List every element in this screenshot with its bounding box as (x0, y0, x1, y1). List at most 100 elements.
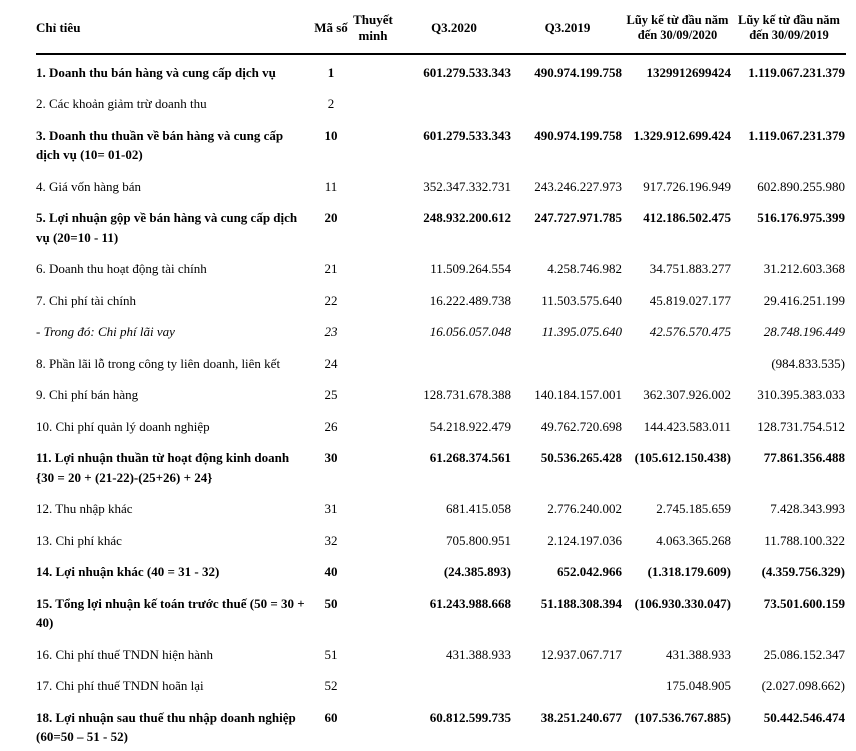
header-code: Mã số (312, 6, 350, 55)
row-ytd-2019-value: 73.501.600.159 (763, 595, 845, 611)
row-criteria-label: - Trong đó: Chi phí lãi vay (36, 324, 175, 339)
table-row: 13. Chi phí khác 32 705.800.951 2.124.19… (36, 523, 846, 555)
row-q3-2020-value: 681.415.058 (446, 501, 511, 516)
row-criteria-label: 10. Chi phí quản lý doanh nghiệp (36, 418, 210, 434)
row-code-value: 32 (324, 532, 338, 548)
row-ytd-2020-value: 175.048.905 (666, 678, 731, 693)
row-note-value (350, 668, 396, 700)
row-code-value: 10 (324, 127, 338, 143)
row-q3-2020-value: 128.731.678.388 (423, 387, 511, 402)
row-note-value (350, 200, 396, 251)
row-criteria-label: 5. Lợi nhuận gộp về bán hàng và cung cấp… (36, 210, 298, 245)
row-code-value: 51 (324, 646, 338, 662)
row-q3-2020-value (396, 668, 512, 700)
row-ytd-2020-value: (105.612.150.438) (634, 450, 731, 465)
row-criteria-label: 16. Chi phí thuế TNDN hiện hành (36, 646, 214, 662)
row-criteria-label: 4. Giá vốn hàng bán (36, 178, 142, 194)
row-ytd-2019-value: 310.395.383.033 (757, 387, 845, 402)
row-ytd-2020-value: 42.576.570.475 (649, 324, 731, 339)
row-ytd-2020-value: 1.329.912.699.424 (633, 127, 732, 143)
row-note-value (350, 86, 396, 118)
row-code-value: 24 (324, 355, 338, 371)
row-q3-2019-value: 140.184.157.001 (534, 387, 622, 402)
row-code-value: 1 (327, 64, 335, 80)
table-row: 4. Giá vốn hàng bán 11 352.347.332.731 2… (36, 169, 846, 201)
row-code-value: 31 (324, 501, 338, 516)
row-code-value: 52 (324, 678, 338, 693)
table-row: 1. Doanh thu bán hàng và cung cấp dịch v… (36, 54, 846, 87)
row-code-value: 40 (324, 564, 338, 579)
row-ytd-2019-value: 128.731.754.512 (757, 418, 845, 434)
header-note: Thuyết minh (350, 6, 396, 55)
row-ytd-2020-value: 4.063.365.268 (656, 532, 731, 548)
table-row: 6. Doanh thu hoạt động tài chính 21 11.5… (36, 251, 846, 283)
row-q3-2020-value: 11.509.264.554 (430, 261, 511, 276)
income-statement-table: Chỉ tiêu Mã số Thuyết minh Q3.2020 Q3.20… (36, 6, 846, 751)
row-note-value (350, 251, 396, 283)
row-q3-2020-value: 431.388.933 (446, 646, 511, 662)
row-criteria-label: 9. Chi phí bán hàng (36, 387, 139, 402)
row-ytd-2020-value (623, 86, 732, 118)
row-note-value (350, 346, 396, 378)
table-row: 18. Lợi nhuận sau thuế thu nhập doanh ng… (36, 700, 846, 751)
row-ytd-2019-value: 25.086.152.347 (763, 646, 845, 662)
row-criteria-label: 12. Thu nhập khác (36, 501, 133, 516)
row-ytd-2019-value: 28.748.196.449 (763, 324, 845, 339)
row-note-value (350, 554, 396, 586)
row-note-value (350, 586, 396, 637)
row-ytd-2020-value: 2.745.185.659 (656, 501, 731, 516)
row-note-value (350, 169, 396, 201)
table-row: 7. Chi phí tài chính 22 16.222.489.738 1… (36, 283, 846, 315)
row-criteria-label: 17. Chi phí thuế TNDN hoãn lại (36, 678, 204, 693)
row-criteria-label: 7. Chi phí tài chính (36, 292, 137, 308)
row-ytd-2019-value: 1.119.067.231.379 (748, 64, 845, 80)
table-row: 16. Chi phí thuế TNDN hiện hành 51 431.3… (36, 637, 846, 669)
row-ytd-2019-value: (4.359.756.329) (761, 564, 845, 579)
row-ytd-2020-value: 45.819.027.177 (649, 292, 731, 308)
table-row: 2. Các khoản giảm trừ doanh thu 2 (36, 86, 846, 118)
row-ytd-2019-value: (2.027.098.662) (761, 678, 845, 693)
row-ytd-2020-value: (1.318.179.609) (647, 564, 731, 579)
row-note-value (350, 637, 396, 669)
table-row: 5. Lợi nhuận gộp về bán hàng và cung cấp… (36, 200, 846, 251)
header-criteria: Chỉ tiêu (36, 6, 312, 55)
table-row: 11. Lợi nhuận thuần từ hoạt động kinh do… (36, 440, 846, 491)
table-row: 14. Lợi nhuận khác (40 = 31 - 32) 40 (24… (36, 554, 846, 586)
row-q3-2020-value: 16.222.489.738 (429, 292, 511, 308)
row-q3-2020-value: 601.279.533.343 (423, 127, 511, 143)
row-q3-2019-value: 2.124.197.036 (547, 532, 622, 548)
row-q3-2019-value: 11.395.075.640 (541, 324, 622, 339)
row-q3-2020-value: 54.218.922.479 (429, 418, 511, 434)
row-note-value (350, 118, 396, 169)
row-code-value: 60 (324, 709, 338, 725)
header-q3-2020: Q3.2020 (396, 6, 512, 55)
row-q3-2019-value (512, 668, 623, 700)
row-ytd-2019-value: 602.890.255.980 (757, 178, 845, 194)
row-ytd-2019-value: 516.176.975.399 (757, 210, 845, 225)
row-q3-2020-value (396, 86, 512, 118)
row-ytd-2020-value: (106.930.330.047) (634, 595, 731, 611)
row-note-value (350, 283, 396, 315)
row-criteria-label: 3. Doanh thu thuần về bán hàng và cung c… (36, 127, 284, 163)
row-ytd-2020-value (623, 346, 732, 378)
table-row: 3. Doanh thu thuần về bán hàng và cung c… (36, 118, 846, 169)
row-note-value (350, 377, 396, 409)
row-ytd-2019-value: 29.416.251.199 (763, 292, 845, 308)
row-note-value (350, 409, 396, 441)
row-ytd-2020-value: 144.423.583.011 (643, 418, 731, 434)
row-code-value: 23 (324, 324, 338, 339)
row-q3-2020-value: (24.385.893) (443, 564, 511, 579)
row-code-value: 25 (324, 387, 338, 402)
row-code-value: 20 (324, 210, 338, 225)
row-criteria-label: 6. Doanh thu hoạt động tài chính (36, 261, 207, 276)
row-criteria-label: 1. Doanh thu bán hàng và cung cấp dịch v… (36, 64, 276, 80)
row-criteria-label: 11. Lợi nhuận thuần từ hoạt động kinh do… (36, 450, 290, 485)
row-code-value: 2 (327, 96, 335, 111)
row-ytd-2020-value: 362.307.926.002 (643, 387, 731, 402)
row-q3-2020-value: 705.800.951 (446, 532, 511, 548)
header-ytd-2020: Lũy kế từ đầu năm đến 30/09/2020 (623, 6, 732, 55)
row-q3-2019-value: 4.258.746.982 (547, 261, 622, 276)
row-q3-2020-value (396, 346, 512, 378)
row-q3-2019-value: 490.974.199.758 (534, 127, 622, 143)
row-criteria-label: 13. Chi phí khác (36, 532, 122, 548)
